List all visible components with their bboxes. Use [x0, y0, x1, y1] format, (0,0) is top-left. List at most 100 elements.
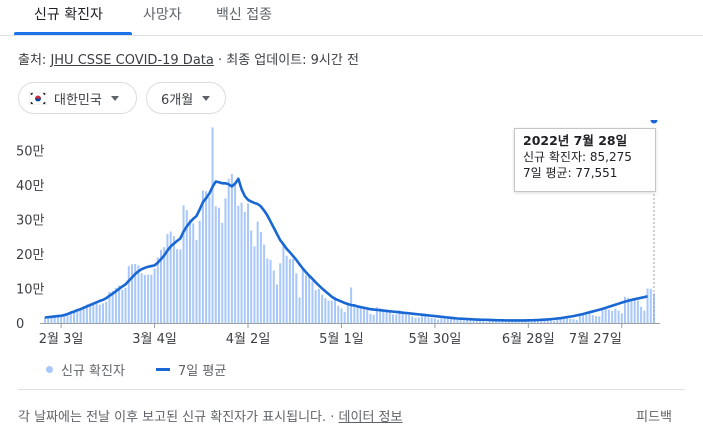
case-bar [234, 184, 237, 323]
x-tick-label: 3월 4일 [132, 332, 177, 347]
case-bar [485, 321, 488, 323]
caret-down-icon [202, 95, 211, 101]
case-bar [363, 309, 365, 323]
case-bar [230, 173, 233, 323]
case-bar [375, 307, 378, 323]
case-bar [427, 317, 430, 323]
case-bar [327, 300, 330, 323]
caret-down-icon [110, 95, 119, 101]
y-tick-label: 20만 [16, 248, 45, 263]
case-bar [82, 306, 85, 323]
case-bar [92, 304, 95, 323]
tab-vaccinations[interactable]: 백신 접종 [216, 7, 272, 23]
feedback-link[interactable]: 피드백 [636, 410, 672, 425]
legend-average-label: 7일 평균 [178, 364, 227, 379]
case-bar [195, 240, 198, 323]
case-bar [372, 314, 375, 323]
x-tick-label: 2월 3일 [39, 332, 84, 347]
case-bar [421, 314, 423, 323]
case-bar [163, 247, 166, 323]
case-bar [298, 297, 301, 323]
tab-bar: 신규 확진자 사망자 백신 접종 [0, 0, 703, 38]
case-bar [495, 320, 498, 323]
bar-legend-dot-icon [46, 366, 53, 373]
case-bar [356, 305, 359, 323]
x-tick-label: 5월 1일 [319, 332, 364, 347]
footer-divider [18, 389, 685, 390]
case-bar [314, 290, 317, 323]
case-bar [263, 244, 266, 323]
case-bar [79, 309, 82, 323]
y-tick-label: 30만 [16, 214, 45, 229]
case-bar [617, 310, 620, 323]
case-bar [437, 319, 440, 323]
case-bar [66, 313, 69, 323]
period-dropdown[interactable]: 6개월 [146, 82, 226, 114]
case-bar [102, 303, 104, 323]
case-bar [224, 198, 227, 323]
case-bar [211, 127, 214, 323]
case-bar [292, 258, 295, 323]
country-dropdown[interactable]: 대한민국 [18, 82, 137, 114]
case-bar [527, 320, 530, 323]
case-bar [450, 318, 452, 323]
case-bar [243, 211, 246, 323]
case-bar [466, 318, 469, 323]
case-bar [343, 311, 346, 323]
case-bar [153, 268, 156, 323]
case-bar [124, 287, 127, 323]
last-updated: · 최종 업데이트: 9시간 전 [213, 53, 359, 68]
case-bar [443, 318, 446, 323]
case-bar [240, 202, 243, 323]
case-bar [543, 319, 546, 323]
period-label: 6개월 [161, 92, 194, 108]
tab-deaths[interactable]: 사망자 [143, 7, 182, 23]
tab-new-cases[interactable]: 신규 확진자 [34, 7, 103, 23]
case-bar [572, 319, 575, 323]
case-bar [549, 320, 552, 323]
case-bar [640, 306, 643, 323]
source-line: 출처: JHU CSSE COVID-19 Data · 최종 업데이트: 9시… [18, 49, 359, 68]
case-bar [288, 259, 291, 323]
data-tooltip: 2022년 7월 28일 신규 확진자: 85,275 7일 평균: 77,55… [514, 128, 656, 192]
case-bar [446, 318, 449, 323]
case-bar [282, 244, 285, 323]
case-bar [69, 312, 72, 323]
legend-average: 7일 평균 [156, 360, 226, 379]
case-bar [430, 317, 433, 323]
y-axis: 0 10만 20만 30만 40만 50만 [16, 145, 45, 333]
case-bar [321, 294, 324, 323]
case-bar [118, 285, 121, 323]
case-bar [498, 320, 501, 323]
case-bar [253, 246, 256, 323]
case-bar [566, 317, 568, 323]
cases-chart[interactable]: 0 10만 20만 30만 40만 50만 2월 3일 3월 4일 4월 2일 5월 1일 5월 … [0, 120, 703, 350]
case-bar [295, 273, 298, 323]
bar-series [44, 127, 655, 324]
case-bar [247, 203, 249, 323]
case-bar [459, 320, 462, 323]
y-tick-label: 50만 [16, 145, 45, 160]
case-bar [643, 310, 646, 323]
source-prefix: 출처: [18, 53, 51, 68]
case-bar [646, 288, 649, 323]
footer-text: 각 날짜에는 전날 이후 보고된 신규 확진자가 표시됩니다. · [18, 410, 339, 425]
case-bar [601, 309, 604, 323]
case-bar [182, 205, 185, 323]
x-tick-label: 7월 27일 [569, 332, 622, 347]
hover-point[interactable] [649, 120, 659, 125]
source-link[interactable]: JHU CSSE COVID-19 Data [50, 53, 214, 68]
case-bar [160, 249, 162, 323]
case-bar [433, 318, 436, 323]
case-bar [305, 275, 307, 323]
case-bar [189, 219, 191, 323]
data-info-link[interactable]: 데이터 정보 [338, 410, 403, 425]
case-bar [414, 317, 417, 323]
case-bar [89, 303, 92, 323]
case-bar [504, 321, 507, 323]
case-bar [221, 222, 224, 323]
x-tick-label: 6월 28일 [502, 332, 555, 347]
case-bar [614, 308, 617, 323]
case-bar [475, 319, 478, 323]
case-bar [379, 308, 382, 323]
